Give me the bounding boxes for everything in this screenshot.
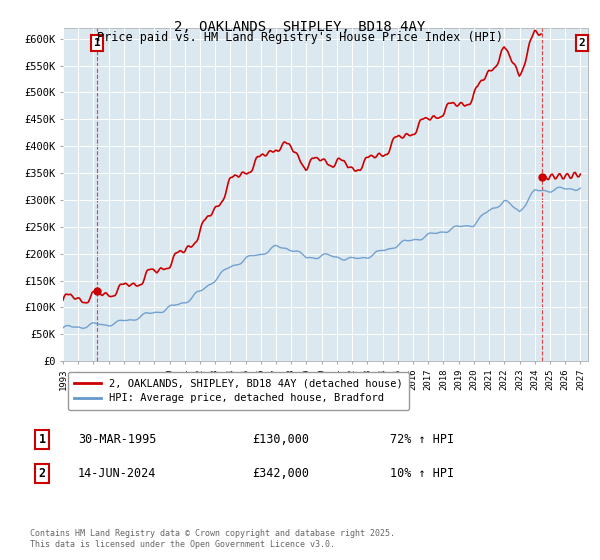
Text: 2: 2 (578, 38, 585, 48)
Text: 2: 2 (38, 466, 46, 480)
Text: 72% ↑ HPI: 72% ↑ HPI (390, 433, 454, 446)
Text: 30-MAR-1995: 30-MAR-1995 (78, 433, 157, 446)
Legend: 2, OAKLANDS, SHIPLEY, BD18 4AY (detached house), HPI: Average price, detached ho: 2, OAKLANDS, SHIPLEY, BD18 4AY (detached… (68, 372, 409, 410)
FancyBboxPatch shape (0, 0, 600, 461)
Text: 1: 1 (38, 433, 46, 446)
Text: Price paid vs. HM Land Registry's House Price Index (HPI): Price paid vs. HM Land Registry's House … (97, 31, 503, 44)
Text: £130,000: £130,000 (252, 433, 309, 446)
Text: 10% ↑ HPI: 10% ↑ HPI (390, 466, 454, 480)
Text: 2, OAKLANDS, SHIPLEY, BD18 4AY: 2, OAKLANDS, SHIPLEY, BD18 4AY (175, 20, 425, 34)
Text: Contains HM Land Registry data © Crown copyright and database right 2025.
This d: Contains HM Land Registry data © Crown c… (30, 529, 395, 549)
Text: 14-JUN-2024: 14-JUN-2024 (78, 466, 157, 480)
Text: £342,000: £342,000 (252, 466, 309, 480)
Text: 1: 1 (94, 38, 101, 48)
